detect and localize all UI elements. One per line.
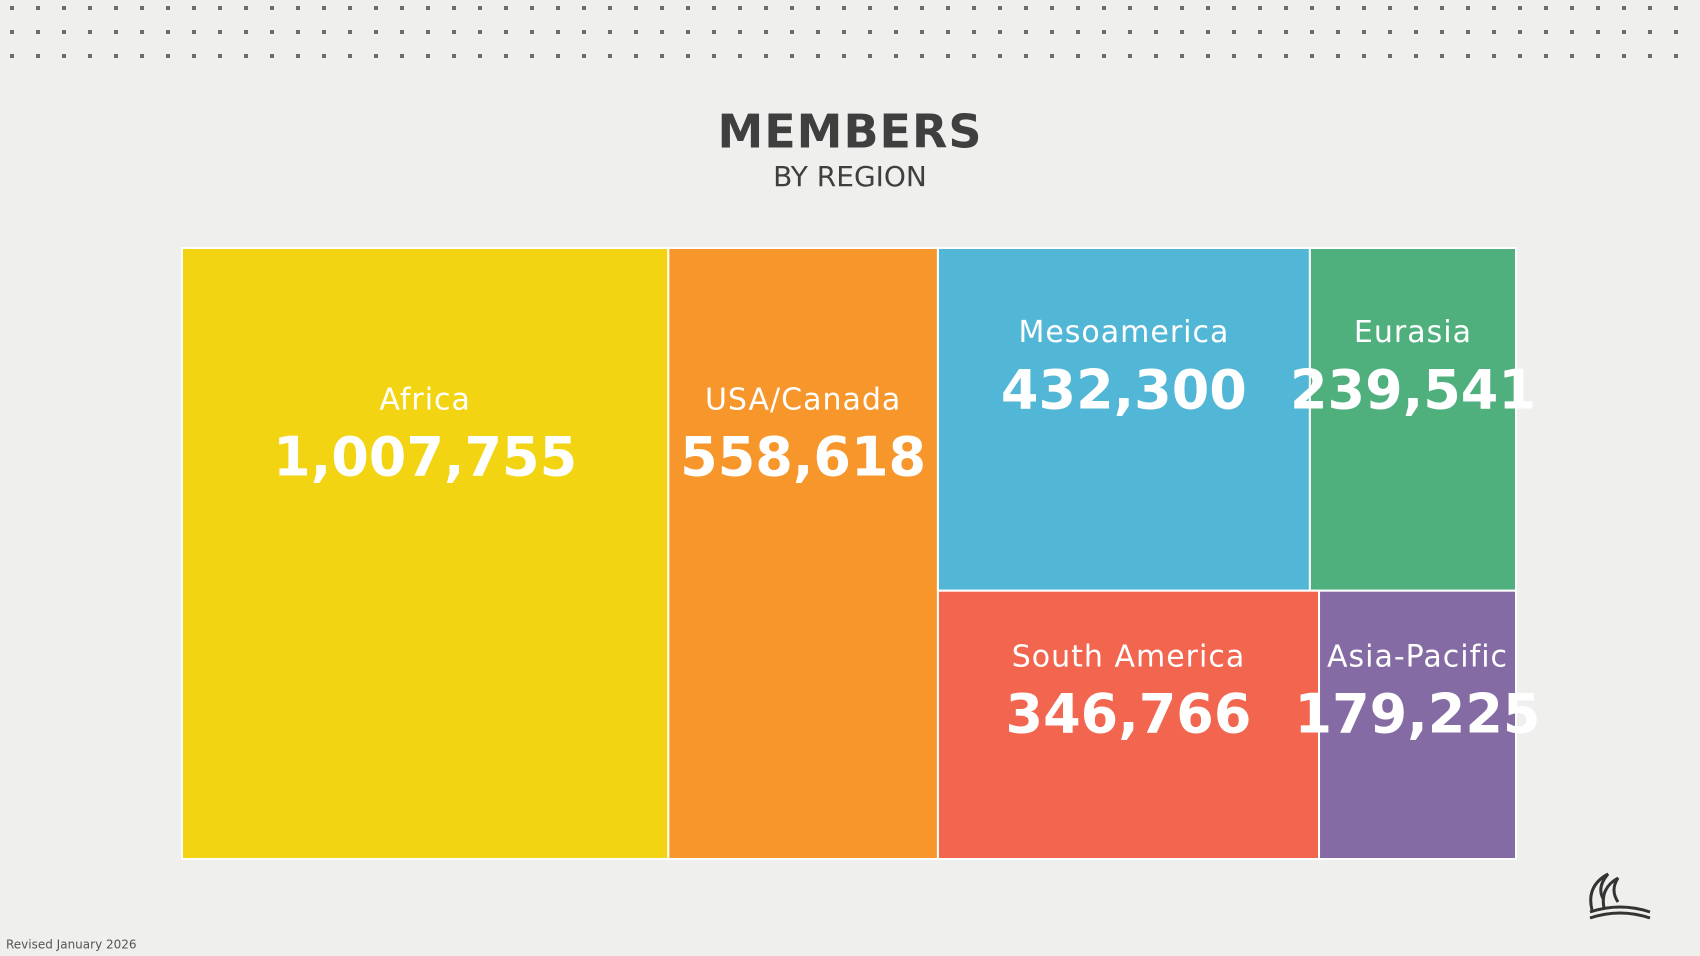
cell-value: 432,300 <box>1001 358 1247 421</box>
cell-value: 346,766 <box>1006 682 1252 745</box>
dot-pattern <box>0 0 1700 66</box>
treemap-cell <box>667 247 939 860</box>
cell-label: Mesoamerica <box>1018 315 1229 350</box>
treemap-cell <box>181 247 670 860</box>
cell-label: USA/Canada <box>705 382 901 417</box>
cell-label: Asia-Pacific <box>1327 639 1508 674</box>
cell-label: South America <box>1012 639 1245 674</box>
chart-subtitle: BY REGION <box>773 160 927 193</box>
treemap-cell <box>1308 247 1517 592</box>
treemap-cell <box>936 589 1321 860</box>
logo <box>1589 872 1651 920</box>
footnote: Revised January 2026 <box>6 938 137 952</box>
cell-value: 1,007,755 <box>273 425 577 488</box>
cell-value: 239,541 <box>1290 358 1536 421</box>
treemap-cell <box>936 247 1311 592</box>
cell-label: Eurasia <box>1354 315 1472 350</box>
treemap-cell <box>1318 589 1518 860</box>
cell-label: Africa <box>379 382 471 417</box>
treemap: Africa 1,007,755 USA/Canada 558,618 Mesoamer… <box>181 247 1541 860</box>
cell-value: 558,618 <box>680 425 926 488</box>
chart-title: MEMBERS <box>717 105 982 159</box>
cell-value: 179,225 <box>1295 682 1541 745</box>
